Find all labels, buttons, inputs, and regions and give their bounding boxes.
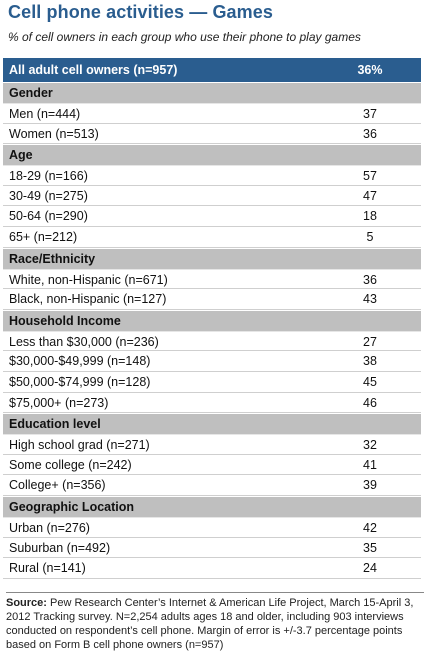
- group-header-label: Education level: [9, 417, 101, 432]
- table-row: 65+ (n=212) 5: [3, 226, 421, 248]
- source-label: Source:: [6, 597, 47, 609]
- row-value: 47: [363, 188, 377, 203]
- row-label: Less than $30,000 (n=236): [9, 334, 159, 349]
- group-header-label: Household Income: [9, 313, 121, 328]
- group-header: Geographic Location: [3, 495, 421, 517]
- total-row: All adult cell owners (n=957) 36%: [3, 58, 421, 82]
- row-value: 46: [363, 395, 377, 410]
- row-value: 42: [363, 520, 377, 535]
- row-value: 57: [363, 169, 377, 184]
- row-value: 41: [363, 457, 377, 472]
- group-header: Race/Ethnicity: [3, 247, 421, 269]
- source-note: Source: Pew Research Center’s Internet &…: [6, 592, 424, 652]
- row-label: College+ (n=356): [9, 478, 106, 493]
- row-label: Black, non-Hispanic (n=127): [9, 292, 167, 307]
- row-label: Rural (n=141): [9, 561, 86, 576]
- row-value: 45: [363, 374, 377, 389]
- row-value: 36: [363, 272, 377, 287]
- group-header-label: Race/Ethnicity: [9, 251, 96, 266]
- group-header-label: Age: [9, 148, 33, 163]
- row-value: 35: [363, 540, 377, 555]
- row-value: 5: [366, 229, 374, 244]
- group-header-label: Gender: [9, 86, 53, 100]
- table-row: Some college (n=242) 41: [3, 454, 421, 476]
- table-row: High school grad (n=271) 32: [3, 434, 421, 455]
- row-label: 30-49 (n=275): [9, 188, 88, 203]
- total-label: All adult cell owners (n=957): [9, 63, 178, 77]
- table-row: White, non-Hispanic (n=671) 36: [3, 268, 421, 290]
- row-label: 18-29 (n=166): [9, 169, 88, 184]
- group-header: Education level: [3, 413, 421, 435]
- row-value: 37: [363, 107, 377, 121]
- row-label: White, non-Hispanic (n=671): [9, 272, 168, 287]
- group-header: Gender: [3, 82, 421, 103]
- row-label: $75,000+ (n=273): [9, 395, 109, 410]
- data-table: All adult cell owners (n=957) 36% Gender…: [3, 58, 421, 579]
- row-value: 36: [363, 126, 377, 141]
- group-header: Age: [3, 144, 421, 166]
- row-label: $30,000-$49,999 (n=148): [9, 354, 151, 369]
- total-value: 36%: [357, 63, 383, 77]
- table-row: Men (n=444) 37: [3, 103, 421, 124]
- chart-title: Cell phone activities — Games: [8, 2, 273, 22]
- row-value: 39: [363, 478, 377, 493]
- table-groups: Gender Men (n=444) 37 Women (n=513) 36 Age 18-…: [3, 82, 421, 579]
- table-row: 50-64 (n=290) 18: [3, 206, 421, 227]
- table-row: Women (n=513) 36: [3, 123, 421, 145]
- row-value: 18: [363, 209, 377, 224]
- table-row: Suburban (n=492) 35: [3, 537, 421, 559]
- row-label: Men (n=444): [9, 107, 81, 121]
- group-header: Household Income: [3, 309, 421, 331]
- table-row: 30-49 (n=275) 47: [3, 185, 421, 207]
- row-label: 65+ (n=212): [9, 229, 78, 244]
- table-row: Urban (n=276) 42: [3, 516, 421, 538]
- table-row: 18-29 (n=166) 57: [3, 165, 421, 186]
- source-text: Pew Research Center’s Internet & America…: [6, 597, 414, 651]
- row-value: 43: [363, 292, 377, 307]
- row-label: Women (n=513): [9, 126, 99, 141]
- row-value: 32: [363, 438, 377, 453]
- row-value: 38: [363, 354, 377, 369]
- row-value: 24: [363, 561, 377, 576]
- table-row: Black, non-Hispanic (n=127) 43: [3, 289, 421, 310]
- table-row: Less than $30,000 (n=236) 27: [3, 330, 421, 352]
- row-label: 50-64 (n=290): [9, 209, 88, 224]
- row-value: 27: [363, 334, 377, 349]
- chart-subtitle: % of cell owners in each group who use t…: [8, 30, 361, 44]
- table-row: $75,000+ (n=273) 46: [3, 392, 421, 414]
- row-label: High school grad (n=271): [9, 438, 150, 453]
- row-label: Some college (n=242): [9, 457, 132, 472]
- row-label: $50,000-$74,999 (n=128): [9, 374, 151, 389]
- table-row: College+ (n=356) 39: [3, 475, 421, 496]
- group-header-label: Geographic Location: [9, 499, 135, 514]
- row-label: Suburban (n=492): [9, 540, 111, 555]
- table-row: $50,000-$74,999 (n=128) 45: [3, 371, 421, 393]
- row-label: Urban (n=276): [9, 520, 90, 535]
- table-row: $30,000-$49,999 (n=148) 38: [3, 351, 421, 372]
- table-row: Rural (n=141) 24: [3, 558, 421, 579]
